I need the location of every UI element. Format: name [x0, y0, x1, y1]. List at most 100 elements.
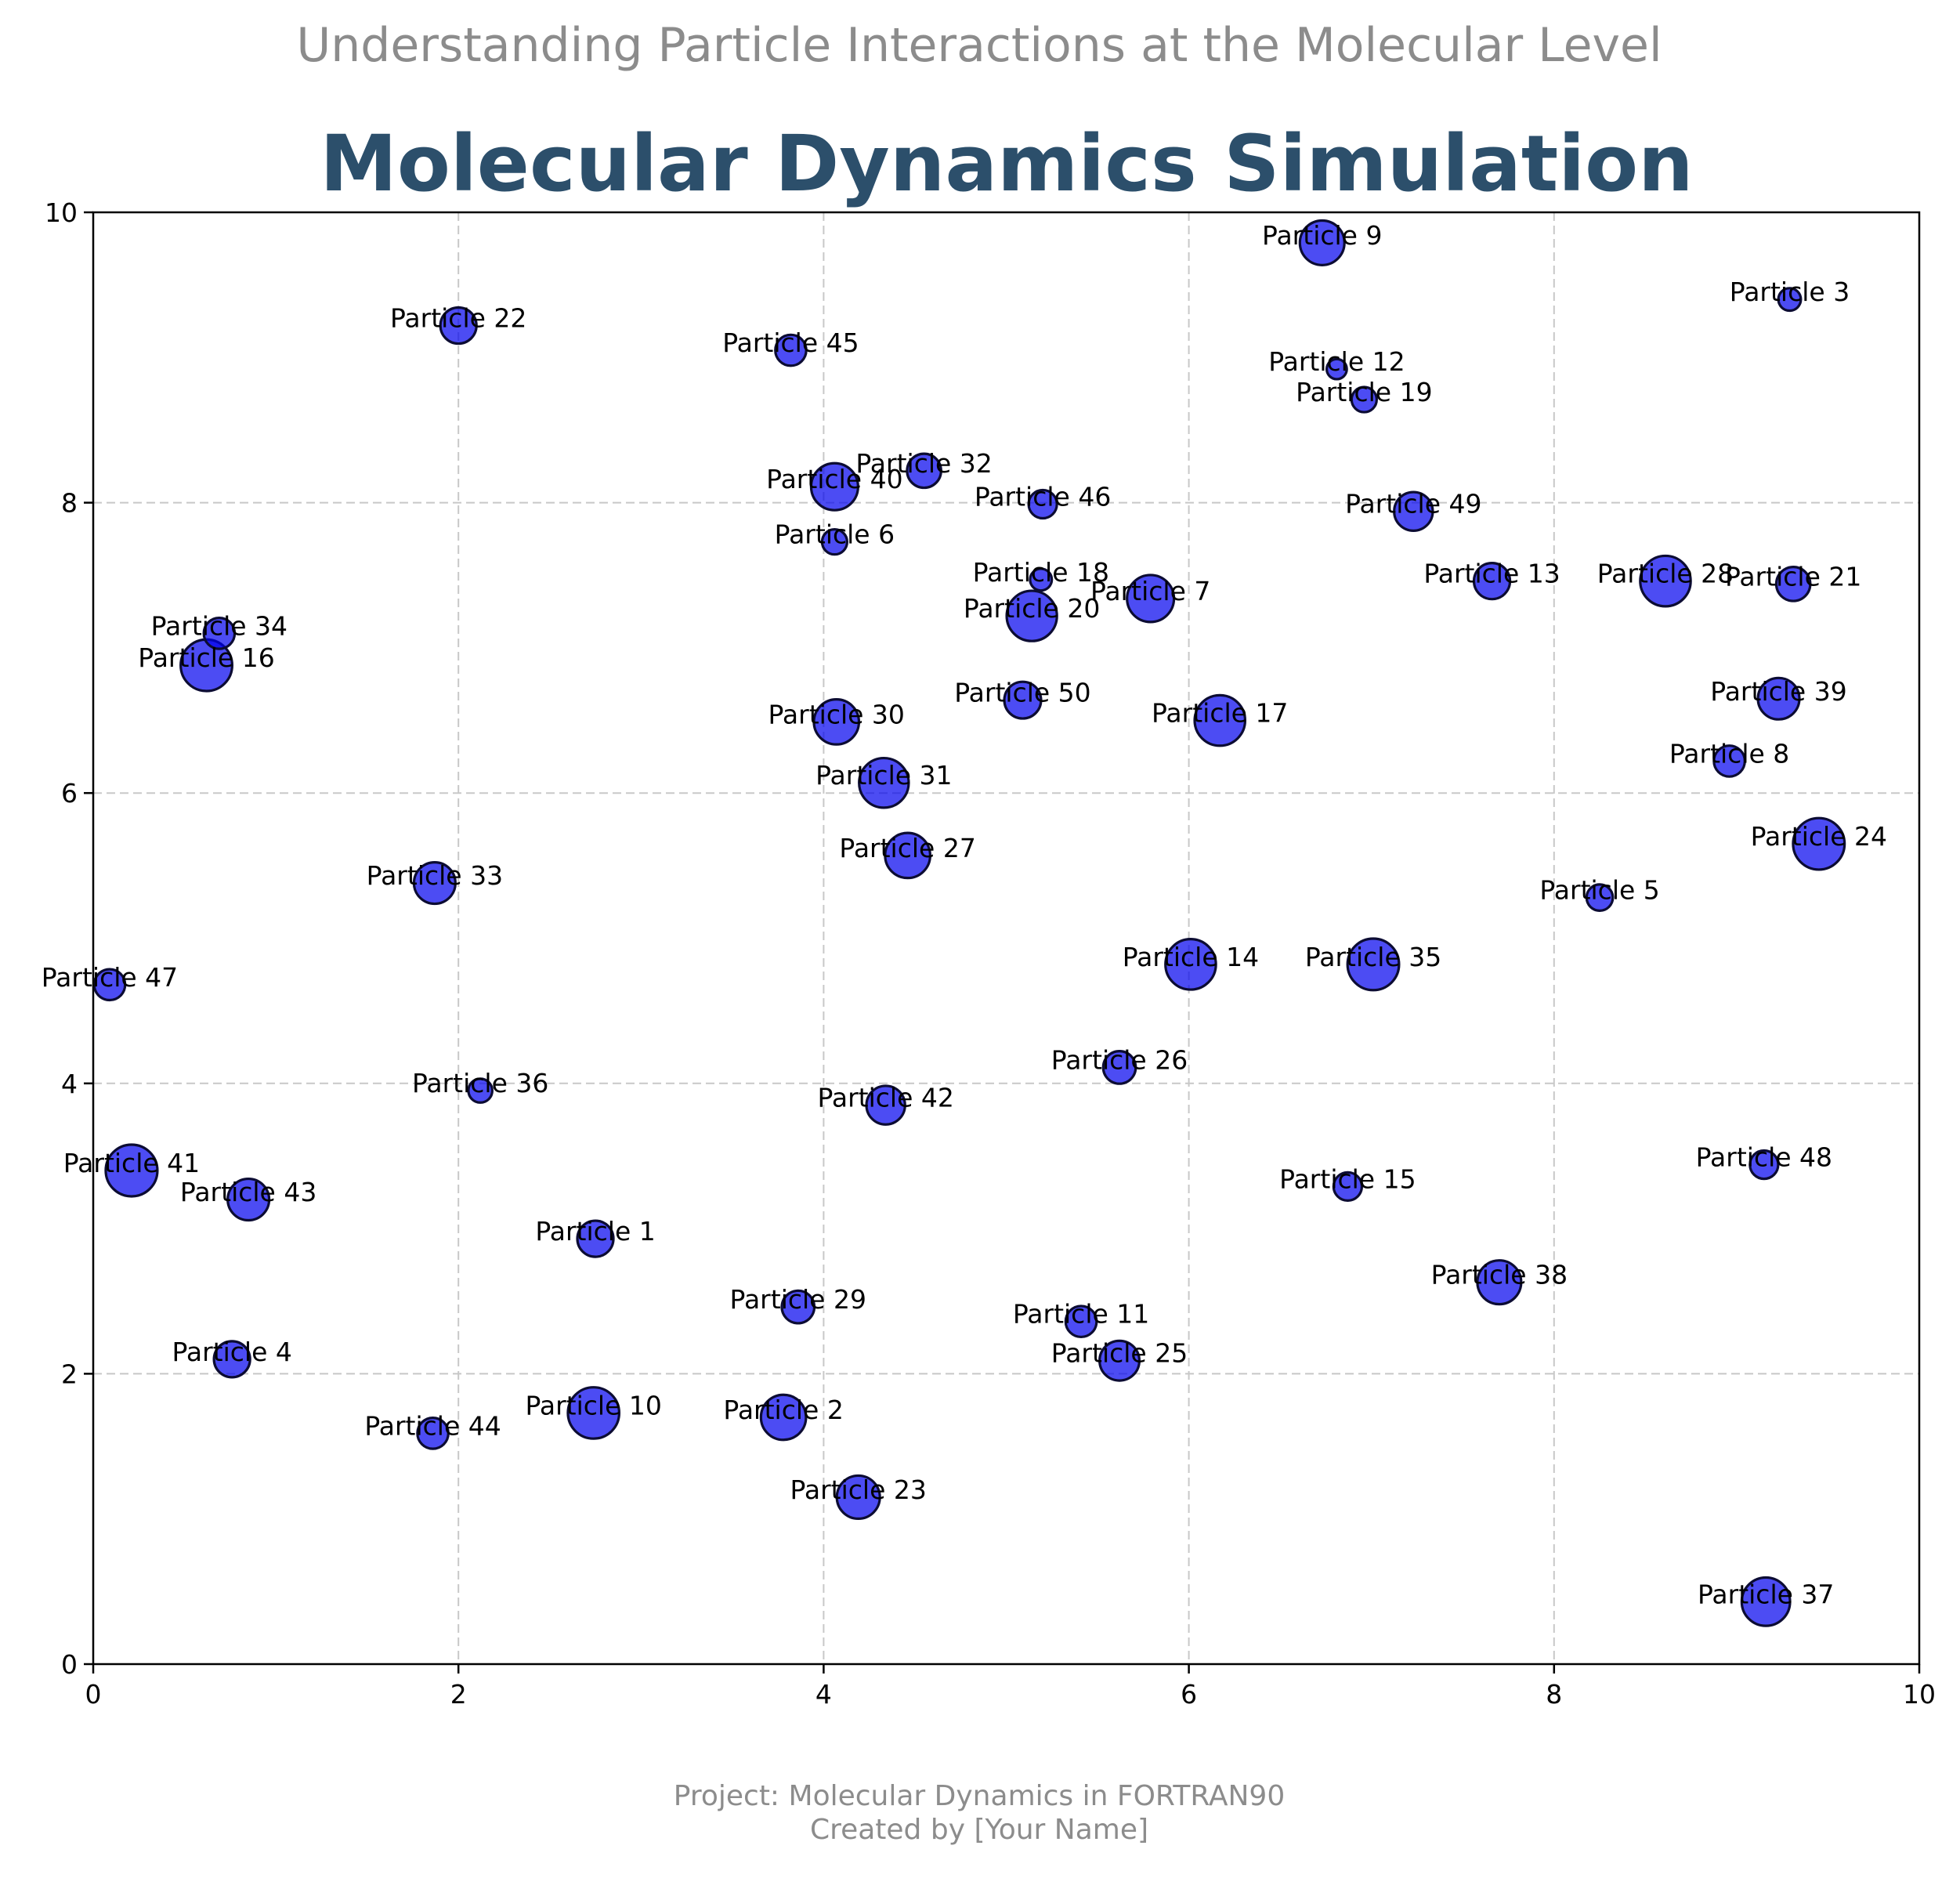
point-label-1: Particle 1: [535, 1216, 655, 1247]
data-point-48: [1748, 1149, 1780, 1181]
point-labels: Particle 1 Particle 2 Particle 3 Particle 4…: [42, 220, 1887, 1609]
data-point-21: [1774, 566, 1812, 602]
data-point-22: [439, 306, 478, 346]
y-tick-label: 0: [61, 1649, 78, 1680]
data-point-24: [1792, 816, 1846, 871]
plot-frame: [92, 211, 1921, 1666]
data-point-8: [1712, 744, 1746, 778]
x-tick-label: 8: [1546, 1679, 1562, 1710]
point-label-46: Particle 46: [975, 481, 1111, 512]
point-label-37: Particle 37: [1698, 1579, 1834, 1609]
data-point-19: [1350, 385, 1378, 414]
point-label-29: Particle 29: [730, 1284, 866, 1315]
data-point-25: [1098, 1339, 1141, 1382]
point-label-25: Particle 25: [1051, 1338, 1188, 1369]
data-point-29: [780, 1289, 816, 1325]
x-tick-label: 0: [85, 1679, 102, 1710]
point-label-13: Particle 13: [1423, 559, 1560, 589]
data-point-12: [1325, 357, 1348, 381]
point-label-20: Particle 20: [964, 593, 1100, 624]
point-label-34: Particle 34: [151, 610, 287, 641]
y-tick-label: 2: [61, 1359, 78, 1389]
point-label-39: Particle 39: [1710, 676, 1846, 707]
data-point-5: [1585, 883, 1615, 912]
point-label-18: Particle 18: [973, 557, 1109, 588]
point-label-5: Particle 5: [1539, 875, 1659, 906]
point-label-42: Particle 42: [817, 1083, 953, 1113]
point-label-8: Particle 8: [1669, 738, 1789, 769]
data-point-27: [884, 831, 931, 880]
point-label-4: Particle 4: [172, 1337, 291, 1367]
point-label-45: Particle 45: [722, 327, 859, 358]
point-label-22: Particle 22: [390, 303, 526, 334]
point-label-10: Particle 10: [525, 1390, 661, 1420]
point-label-47: Particle 47: [42, 962, 178, 993]
data-point-2: [759, 1393, 808, 1442]
point-label-9: Particle 9: [1262, 220, 1382, 251]
point-label-40: Particle 40: [766, 464, 902, 494]
data-point-41: [104, 1143, 159, 1198]
data-point-3: [1777, 287, 1803, 313]
point-label-27: Particle 27: [839, 833, 975, 863]
data-point-37: [1740, 1576, 1792, 1627]
point-label-33: Particle 33: [367, 860, 503, 891]
x-tick-label: 2: [450, 1679, 467, 1710]
data-point-31: [858, 756, 910, 809]
data-point-36: [467, 1077, 494, 1104]
data-point-26: [1101, 1050, 1137, 1085]
point-label-49: Particle 49: [1345, 489, 1481, 519]
data-point-6: [820, 528, 848, 556]
chart-supertitle: Understanding Particle Interactions at t…: [296, 18, 1662, 73]
x-tick-label: 6: [1181, 1679, 1197, 1710]
point-label-28: Particle 28: [1597, 559, 1734, 589]
data-point-44: [416, 1417, 450, 1450]
point-label-21: Particle 21: [1725, 561, 1861, 592]
point-label-50: Particle 50: [954, 678, 1090, 708]
data-point-35: [1346, 937, 1401, 992]
data-point-40: [809, 461, 859, 512]
point-label-17: Particle 17: [1152, 698, 1288, 729]
data-point-18: [1029, 567, 1054, 592]
data-point-1: [576, 1219, 615, 1258]
data-point-33: [412, 861, 457, 906]
point-label-32: Particle 32: [855, 448, 992, 479]
data-point-39: [1756, 676, 1801, 721]
data-point-20: [1005, 589, 1058, 642]
chart-title: Molecular Dynamics Simulation: [320, 119, 1693, 209]
axis-ticks: 0 2 4 6 8 10 0 2 4 6 8 10: [45, 197, 1936, 1710]
data-point-32: [906, 452, 942, 490]
point-label-16: Particle 16: [138, 642, 274, 673]
data-point-30: [812, 698, 861, 746]
data-points: [92, 219, 1846, 1627]
x-tick-label: 4: [815, 1679, 832, 1710]
point-label-23: Particle 23: [790, 1475, 926, 1505]
point-label-48: Particle 48: [1696, 1142, 1832, 1173]
y-tick-label: 8: [61, 488, 78, 519]
data-point-38: [1476, 1259, 1523, 1306]
point-label-31: Particle 31: [815, 760, 952, 791]
grid: [93, 212, 1919, 1664]
point-label-14: Particle 14: [1123, 942, 1259, 972]
data-point-17: [1193, 693, 1247, 747]
data-point-13: [1472, 562, 1512, 601]
point-label-44: Particle 44: [364, 1410, 501, 1441]
point-label-11: Particle 11: [1013, 1299, 1149, 1330]
point-label-38: Particle 38: [1431, 1260, 1568, 1290]
point-label-6: Particle 6: [775, 519, 895, 550]
data-point-4: [212, 1340, 251, 1379]
y-tick-label: 4: [61, 1069, 78, 1099]
point-label-24: Particle 24: [1751, 821, 1887, 852]
point-label-35: Particle 35: [1305, 942, 1441, 972]
data-point-28: [1639, 554, 1692, 608]
point-label-41: Particle 41: [63, 1148, 200, 1178]
data-point-7: [1126, 574, 1176, 624]
data-point-49: [1393, 490, 1434, 532]
data-point-34: [202, 617, 237, 650]
point-label-12: Particle 12: [1268, 346, 1405, 377]
data-point-9: [1298, 219, 1346, 266]
data-point-50: [1003, 680, 1043, 720]
point-label-15: Particle 15: [1279, 1163, 1416, 1194]
point-label-26: Particle 26: [1051, 1044, 1188, 1075]
data-point-10: [566, 1386, 621, 1440]
